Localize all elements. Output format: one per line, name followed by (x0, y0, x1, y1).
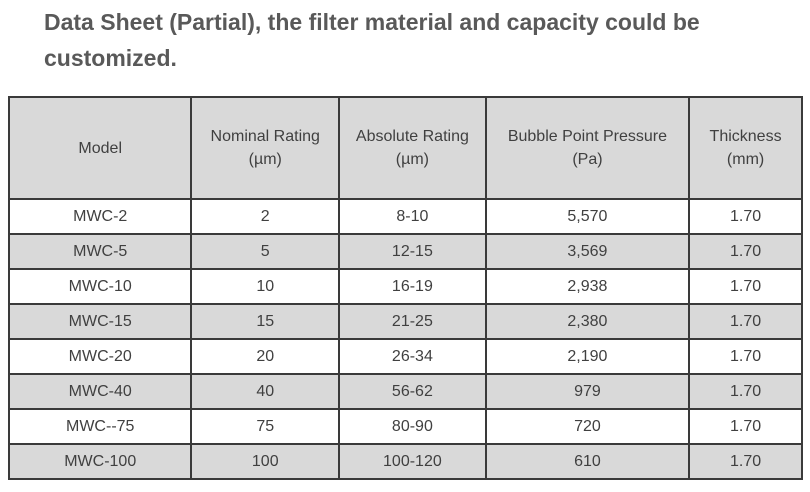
table-cell: 2,380 (484, 303, 691, 340)
table-cell: 12-15 (338, 233, 487, 270)
table-cell: 15 (190, 303, 341, 340)
table-cell: 100-120 (338, 443, 487, 480)
header-text: Thickness (709, 128, 782, 145)
table-cell: 80-90 (338, 408, 487, 445)
table-row: MWC--75 75 80-90 720 1.70 (7, 408, 803, 445)
table-cell: MWC-2 (7, 198, 193, 235)
table-cell: 16-19 (338, 268, 487, 305)
table-cell: 100 (190, 443, 341, 480)
table-cell: 979 (484, 373, 691, 410)
table-cell: 1.70 (688, 268, 803, 305)
table-cell: MWC-100 (7, 443, 193, 480)
table-cell: 1.70 (688, 303, 803, 340)
header-cell: Nominal Rating (µm) (190, 96, 341, 200)
table-body: MWC-2 2 8-10 5,570 1.70 MWC-5 5 12-15 3,569 1.70 M… (7, 198, 803, 480)
table-cell: MWC-40 (7, 373, 193, 410)
header-text: Nominal Rating (210, 128, 320, 145)
header-text: Model (78, 139, 122, 157)
header-cell: Model (7, 96, 193, 200)
header-cell: Absolute Rating (µm) (338, 96, 487, 200)
table-row: MWC-2 2 8-10 5,570 1.70 (7, 198, 803, 235)
header-cell: Bubble Point Pressure (Pa) (484, 96, 691, 200)
table-row: MWC-40 40 56-62 979 1.70 (7, 373, 803, 410)
table-cell: 1.70 (688, 233, 803, 270)
table-cell: 1.70 (688, 198, 803, 235)
table-row: MWC-100 100 100-120 610 1.70 (7, 443, 803, 480)
table-cell: MWC-5 (7, 233, 193, 270)
table-cell: 10 (190, 268, 341, 305)
table-cell: 26-34 (338, 338, 487, 375)
table-cell: MWC-15 (7, 303, 193, 340)
title: Data Sheet (Partial), the filter materia… (44, 9, 700, 71)
table-cell: 40 (190, 373, 341, 410)
table-cell: 3,569 (484, 233, 691, 270)
table-row: MWC-10 10 16-19 2,938 1.70 (7, 268, 803, 305)
table-cell: 2,190 (484, 338, 691, 375)
header-text: (mm) (726, 151, 765, 168)
table-cell: 1.70 (688, 408, 803, 445)
table-cell: 21-25 (338, 303, 487, 340)
header-row: Model Nominal Rating (µm) Absolute Rating (µ… (7, 96, 803, 200)
header-text: Absolute Rating (355, 128, 469, 145)
table-cell: MWC-20 (7, 338, 193, 375)
table-row: MWC-15 15 21-25 2,380 1.70 (7, 303, 803, 340)
table-cell: 20 (190, 338, 341, 375)
table-cell: MWC--75 (7, 408, 193, 445)
table-cell: 1.70 (688, 338, 803, 375)
table-cell: 8-10 (338, 198, 487, 235)
header-text: (µm) (395, 151, 429, 168)
table-cell: 56-62 (338, 373, 487, 410)
table-cell: 2,938 (484, 268, 691, 305)
table-header: Model Nominal Rating (µm) Absolute Rating (µ… (7, 96, 803, 200)
table-cell: MWC-10 (7, 268, 193, 305)
table-cell: 720 (484, 408, 691, 445)
table-cell: 5,570 (484, 198, 691, 235)
table-row: MWC-20 20 26-34 2,190 1.70 (7, 338, 803, 375)
table-cell: 1.70 (688, 373, 803, 410)
header-text: (µm) (248, 151, 282, 168)
table-cell: 75 (190, 408, 341, 445)
header-text: (Pa) (572, 151, 603, 168)
table-cell: 5 (190, 233, 341, 270)
table-cell: 1.70 (688, 443, 803, 480)
table-row: MWC-5 5 12-15 3,569 1.70 (7, 233, 803, 270)
table-cell: 610 (484, 443, 691, 480)
table-cell: 2 (190, 198, 341, 235)
header-text: Bubble Point Pressure (507, 128, 668, 145)
data-table: Model Nominal Rating (µm) Absolute Rating (µ… (7, 96, 803, 480)
header-cell: Thickness (mm) (688, 96, 803, 200)
